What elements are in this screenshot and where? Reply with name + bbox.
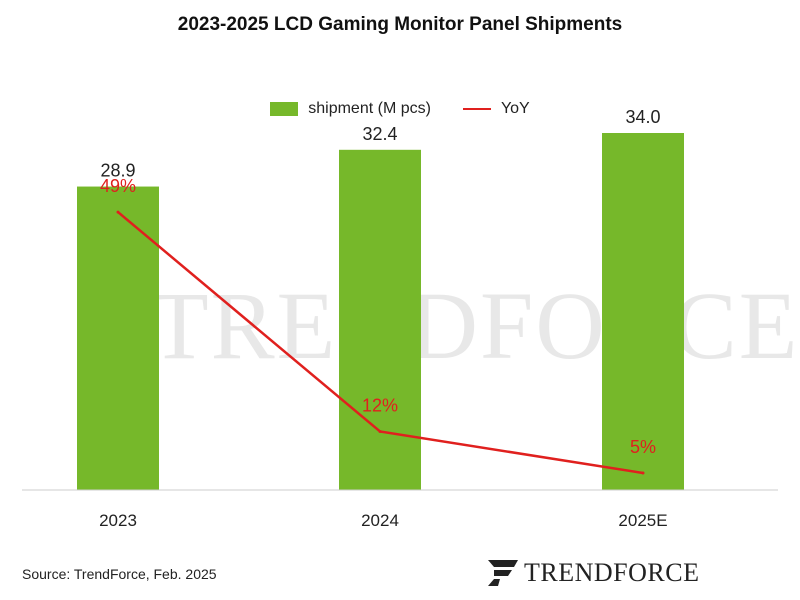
chart-title: 2023-2025 LCD Gaming Monitor Panel Shipm… <box>177 14 623 35</box>
x-tick-2024: 2024 <box>361 511 399 530</box>
yoy-point-2025E <box>641 471 645 475</box>
legend-label-yoy: YoY <box>500 100 530 117</box>
chart-legend: shipment (M pcs) YoY <box>0 100 800 118</box>
yoy-label-2024: 12% <box>362 395 398 415</box>
yoy-label-2023: 49% <box>100 176 136 196</box>
bar-2024 <box>339 149 421 491</box>
bar-label-2025E: 34.0 <box>625 107 660 127</box>
x-tick-2025E: 2025E <box>618 511 667 530</box>
source-note: Source: TrendForce, Feb. 2025 <box>22 566 217 582</box>
bar-2023 <box>77 186 159 491</box>
yoy-label-2025E: 5% <box>630 437 656 457</box>
watermark: TRENDFORCE <box>150 272 800 379</box>
trendforce-logo-text: TRENDFORCE <box>524 558 700 587</box>
yoy-point-2024 <box>378 429 382 433</box>
trendforce-logo-icon <box>488 560 518 586</box>
legend-swatch-shipment <box>270 102 299 116</box>
bar-2025E <box>602 133 684 490</box>
bar-label-2024: 32.4 <box>362 124 397 144</box>
legend-swatch-yoy <box>462 108 491 110</box>
bar-label-2023: 28.9 <box>100 161 135 181</box>
legend-label-shipment: shipment (M pcs) <box>308 100 431 117</box>
yoy-point-2023 <box>116 210 120 214</box>
trendforce-logo: TRENDFORCE <box>486 558 699 588</box>
x-tick-2023: 2023 <box>99 511 137 530</box>
